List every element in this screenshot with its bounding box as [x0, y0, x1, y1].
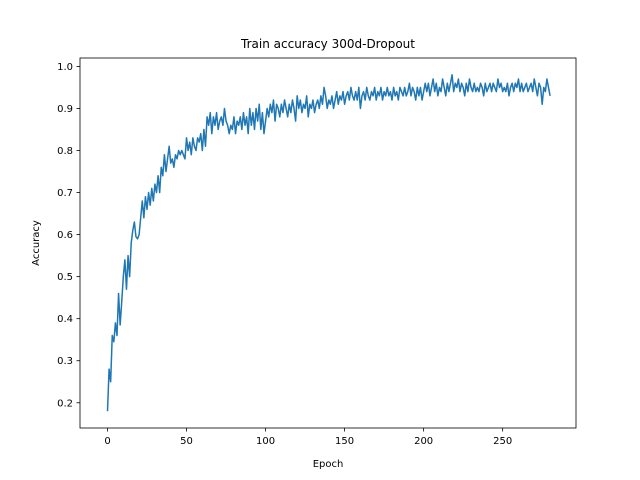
y-axis-label: Accuracy: [31, 220, 42, 266]
y-tick-label: 1.0: [57, 62, 73, 73]
x-tick-label: 200: [414, 436, 433, 447]
y-tick-label: 0.8: [57, 146, 73, 157]
y-tick-label: 0.9: [57, 104, 73, 115]
x-tick-label: 150: [335, 436, 354, 447]
y-axis-ticks: 0.2 0.3 0.4 0.5 0.6 0.7 0.8 0.9 1.0: [57, 62, 80, 409]
y-tick-label: 0.2: [57, 398, 73, 409]
x-axis-ticks: 0 50 100 150 200 250: [104, 428, 512, 447]
accuracy-series-line: [106, 74, 551, 412]
x-tick-label: 100: [256, 436, 275, 447]
x-axis-label: Epoch: [313, 459, 344, 470]
y-tick-label: 0.3: [57, 356, 73, 367]
y-tick-label: 0.4: [57, 314, 73, 325]
x-tick-label: 250: [493, 436, 512, 447]
y-tick-label: 0.5: [57, 272, 73, 283]
y-tick-label: 0.7: [57, 188, 73, 199]
x-tick-label: 0: [104, 436, 110, 447]
x-tick-label: 50: [180, 436, 193, 447]
chart-title: Train accuracy 300d-Dropout: [240, 37, 415, 51]
plot-area-frame: [79, 57, 577, 429]
y-tick-label: 0.6: [57, 230, 73, 241]
